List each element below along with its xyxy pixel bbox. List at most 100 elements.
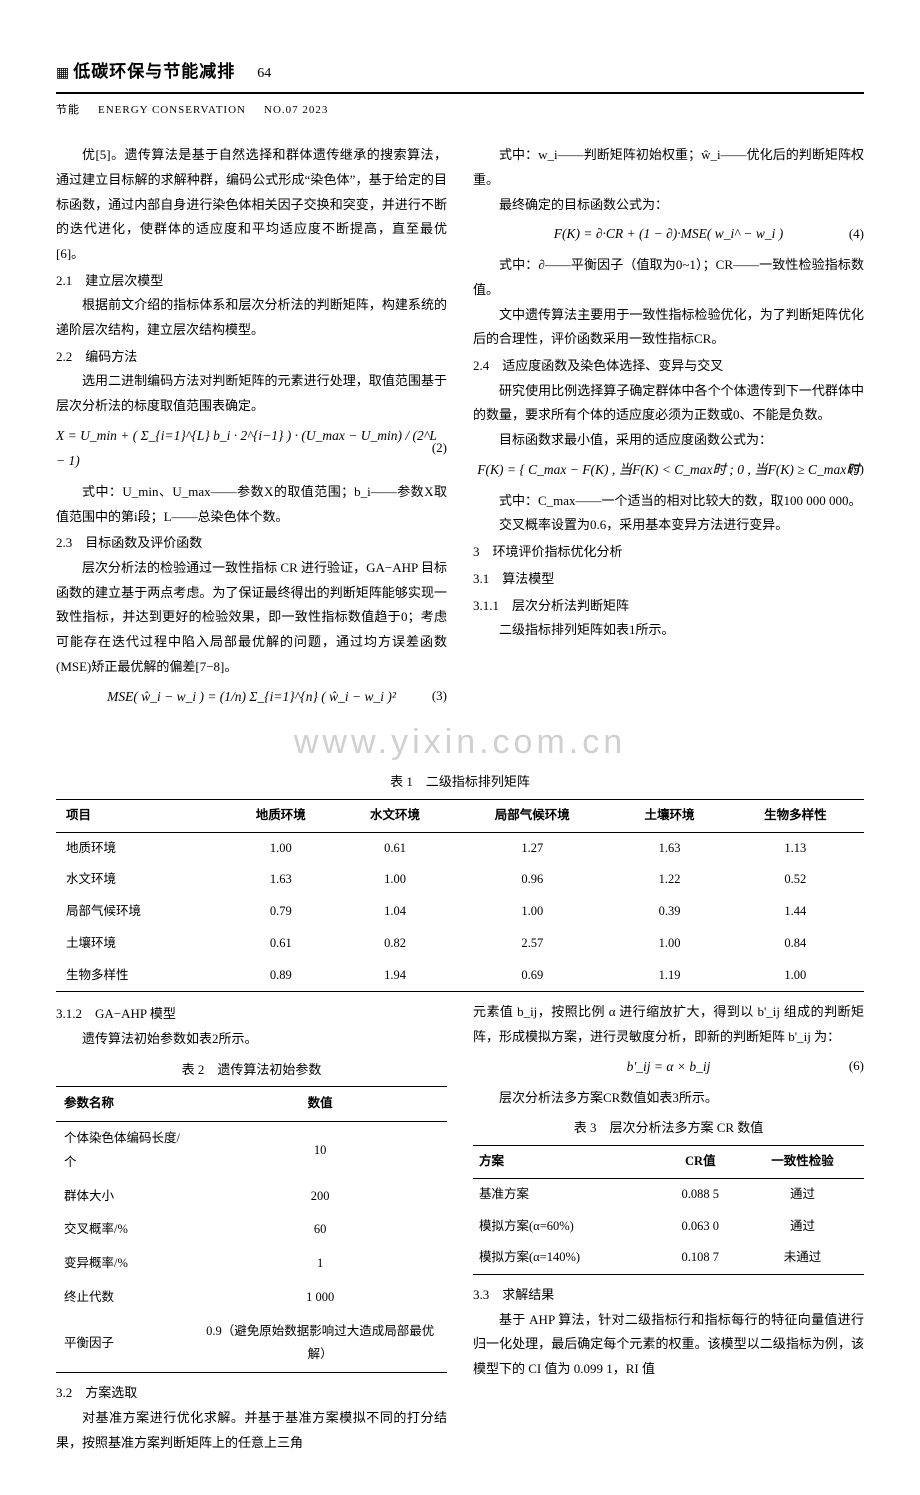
table-row: 终止代数1 000 bbox=[56, 1281, 447, 1315]
heading-3-3: 3.3 求解结果 bbox=[473, 1283, 864, 1308]
right-column-2: 元素值 b_ij，按照比例 α 进行缩放扩大，得到以 b'_ij 组成的判断矩阵… bbox=[473, 1000, 864, 1455]
table-row: 局部气候环境0.791.041.000.391.44 bbox=[56, 896, 864, 928]
equation-3: MSE( ŵ_i − w_i ) = (1/n) Σ_{i=1}^{n} ( ŵ… bbox=[56, 684, 447, 710]
cell: 1.13 bbox=[727, 832, 864, 864]
cell: 60 bbox=[193, 1213, 447, 1247]
cell: 模拟方案(α=140%) bbox=[473, 1242, 659, 1274]
table-1-col-2: 水文环境 bbox=[338, 799, 452, 832]
table-1-body: 地质环境1.000.611.271.631.13 水文环境1.631.000.9… bbox=[56, 832, 864, 992]
cell: 变异概率/% bbox=[56, 1247, 193, 1281]
table-1-col-4: 土壤环境 bbox=[612, 799, 726, 832]
cell: 基准方案 bbox=[473, 1178, 659, 1210]
cell: 0.063 0 bbox=[659, 1211, 741, 1243]
table-3-body: 基准方案0.088 5通过 模拟方案(α=60%)0.063 0通过 模拟方案(… bbox=[473, 1178, 864, 1274]
heading-2-2: 2.2 编码方法 bbox=[56, 345, 447, 370]
cell: 未通过 bbox=[741, 1242, 864, 1274]
lower-columns: 3.1.2 GA−AHP 模型 遗传算法初始参数如表2所示。 表 2 遗传算法初… bbox=[56, 1000, 864, 1455]
table-2-body: 个体染色体编码长度/个10 群体大小200 交叉概率/%60 变异概率/%1 终… bbox=[56, 1122, 447, 1373]
cell: 0.088 5 bbox=[659, 1178, 741, 1210]
para-3-1-1: 二级指标排列矩阵如表1所示。 bbox=[473, 618, 864, 643]
para-intro: 优[5]。遗传算法是基于自然选择和群体遗传继承的搜索算法，通过建立目标解的求解种… bbox=[56, 143, 447, 266]
cell: 群体大小 bbox=[56, 1180, 193, 1214]
cell: 0.9（避免原始数据影响过大造成局部最优解） bbox=[193, 1315, 447, 1373]
cell: 0.61 bbox=[224, 928, 338, 960]
table-2-header-row: 参数名称 数值 bbox=[56, 1087, 447, 1122]
table-1-col-3: 局部气候环境 bbox=[452, 799, 612, 832]
para-2-4b: 目标函数求最小值，采用的适应度函数公式为： bbox=[473, 428, 864, 453]
cell: 模拟方案(α=60%) bbox=[473, 1211, 659, 1243]
page-header: ▦ 低碳环保与节能减排 64 bbox=[56, 56, 864, 94]
right-column: 式中：w_i——判断矩阵初始权重；ŵ_i——优化后的判断矩阵权重。 最终确定的目… bbox=[473, 143, 864, 715]
cell: 1.00 bbox=[338, 864, 452, 896]
heading-3-1-1: 3.1.1 层次分析法判断矩阵 bbox=[473, 594, 864, 619]
para-eq4-desc: 式中：∂——平衡因子（值取为0~1）；CR——一致性检验指标数值。 bbox=[473, 253, 864, 302]
subheader-issue: NO.07 2023 bbox=[264, 100, 328, 121]
table-row: 群体大小200 bbox=[56, 1180, 447, 1214]
table-row: 平衡因子0.9（避免原始数据影响过大造成局部最优解） bbox=[56, 1315, 447, 1373]
table-row: 生物多样性0.891.940.691.191.00 bbox=[56, 960, 864, 992]
table-2-col-0: 参数名称 bbox=[56, 1087, 193, 1122]
cell: 生物多样性 bbox=[56, 960, 224, 992]
para-layer-cr: 层次分析法多方案CR数值如表3所示。 bbox=[473, 1086, 864, 1111]
table-1-header-row: 项目 地质环境 水文环境 局部气候环境 土壤环境 生物多样性 bbox=[56, 799, 864, 832]
cell: 1.63 bbox=[224, 864, 338, 896]
table-row: 模拟方案(α=60%)0.063 0通过 bbox=[473, 1211, 864, 1243]
equation-3-body: MSE( ŵ_i − w_i ) = (1/n) Σ_{i=1}^{n} ( ŵ… bbox=[107, 684, 396, 710]
cell: 交叉概率/% bbox=[56, 1213, 193, 1247]
para-2-4a: 研究使用比例选择算子确定群体中各个个体遗传到下一代群体中的数量，要求所有个体的适… bbox=[473, 379, 864, 428]
cell: 1.63 bbox=[612, 832, 726, 864]
heading-2-4: 2.4 适应度函数及染色体选择、变异与交叉 bbox=[473, 354, 864, 379]
page-subheader: 节能 ENERGY CONSERVATION NO.07 2023 bbox=[56, 100, 864, 121]
equation-5-body: F(K) = { C_max − F(K) , 当F(K) < C_max时 ;… bbox=[477, 457, 859, 483]
cell: 地质环境 bbox=[56, 832, 224, 864]
para-element-bij: 元素值 b_ij，按照比例 α 进行缩放扩大，得到以 b'_ij 组成的判断矩阵… bbox=[473, 1000, 864, 1049]
para-3-3: 基于 AHP 算法，针对二级指标行和指标每行的特征向量值进行归一化处理，最后确定… bbox=[473, 1308, 864, 1382]
para-2-2b: 式中：U_min、U_max——参数X的取值范围；b_i——参数X取值范围中的第… bbox=[56, 480, 447, 529]
cell: 个体染色体编码长度/个 bbox=[56, 1122, 193, 1180]
table-row: 个体染色体编码长度/个10 bbox=[56, 1122, 447, 1180]
equation-5-number: (5) bbox=[849, 457, 864, 482]
cell: 1.00 bbox=[612, 928, 726, 960]
upper-columns: 优[5]。遗传算法是基于自然选择和群体遗传继承的搜索算法，通过建立目标解的求解种… bbox=[56, 143, 864, 715]
cell: 1.22 bbox=[612, 864, 726, 896]
cell: 土壤环境 bbox=[56, 928, 224, 960]
heading-2-1: 2.1 建立层次模型 bbox=[56, 269, 447, 294]
heading-2-3: 2.3 目标函数及评价函数 bbox=[56, 531, 447, 556]
equation-6-body: b'_ij = α × b_ij bbox=[627, 1054, 711, 1080]
equation-2-body: X = U_min + ( Σ_{i=1}^{L} b_i · 2^{i−1} … bbox=[56, 423, 447, 474]
left-column: 优[5]。遗传算法是基于自然选择和群体遗传继承的搜索算法，通过建立目标解的求解种… bbox=[56, 143, 447, 715]
para-wi: 式中：w_i——判断矩阵初始权重；ŵ_i——优化后的判断矩阵权重。 bbox=[473, 143, 864, 192]
cell: 通过 bbox=[741, 1211, 864, 1243]
equation-4-body: F(K) = ∂·CR + (1 − ∂)·MSE( w_i^ − w_i ) bbox=[554, 221, 783, 247]
cell: 0.89 bbox=[224, 960, 338, 992]
table-2: 参数名称 数值 个体染色体编码长度/个10 群体大小200 交叉概率/%60 变… bbox=[56, 1086, 447, 1373]
cell: 0.69 bbox=[452, 960, 612, 992]
para-final-obj: 最终确定的目标函数公式为： bbox=[473, 193, 864, 218]
cell: 局部气候环境 bbox=[56, 896, 224, 928]
cell: 平衡因子 bbox=[56, 1315, 193, 1373]
left-column-2: 3.1.2 GA−AHP 模型 遗传算法初始参数如表2所示。 表 2 遗传算法初… bbox=[56, 1000, 447, 1455]
equation-3-number: (3) bbox=[432, 684, 447, 709]
cell: 0.84 bbox=[727, 928, 864, 960]
table-row: 变异概率/%1 bbox=[56, 1247, 447, 1281]
table-1-caption: 表 1 二级指标排列矩阵 bbox=[56, 770, 864, 795]
table-row: 水文环境1.631.000.961.220.52 bbox=[56, 864, 864, 896]
para-crossover: 交叉概率设置为0.6，采用基本变异方法进行变异。 bbox=[473, 513, 864, 538]
journal-section-title: 低碳环保与节能减排 bbox=[73, 56, 235, 88]
cell: 1.00 bbox=[452, 896, 612, 928]
cell: 1.00 bbox=[727, 960, 864, 992]
table-3-col-0: 方案 bbox=[473, 1146, 659, 1179]
heading-3-1-2: 3.1.2 GA−AHP 模型 bbox=[56, 1002, 447, 1027]
table-2-col-1: 数值 bbox=[193, 1087, 447, 1122]
heading-3: 3 环境评价指标优化分析 bbox=[473, 540, 864, 565]
cell: 0.79 bbox=[224, 896, 338, 928]
watermark: www.yixin.com.cn bbox=[56, 710, 864, 775]
table-3: 方案 CR值 一致性检验 基准方案0.088 5通过 模拟方案(α=60%)0.… bbox=[473, 1145, 864, 1275]
para-2-2a: 选用二进制编码方法对判断矩阵的元素进行处理，取值范围基于层次分析法的标度取值范围… bbox=[56, 369, 447, 418]
cell: 200 bbox=[193, 1180, 447, 1214]
cell: 终止代数 bbox=[56, 1281, 193, 1315]
subheader-cn: 节能 bbox=[56, 100, 80, 121]
cell: 0.52 bbox=[727, 864, 864, 896]
cell: 0.96 bbox=[452, 864, 612, 896]
para-eq5-desc: 式中：C_max——一个适当的相对比较大的数，取100 000 000。 bbox=[473, 489, 864, 514]
